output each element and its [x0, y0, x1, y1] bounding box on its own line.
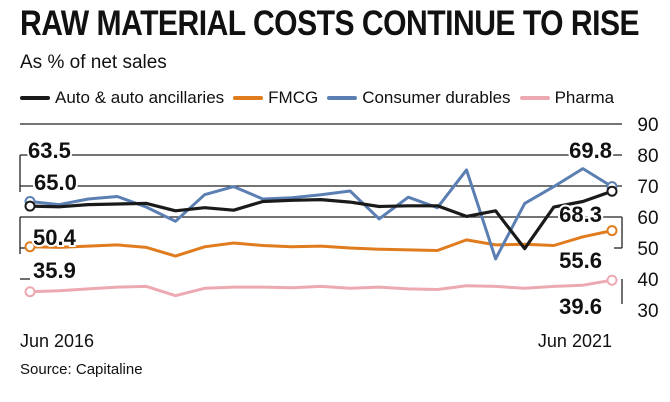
legend-label-fmcg: FMCG	[268, 88, 319, 107]
marker-auto-end	[606, 185, 618, 197]
legend-swatch-consumer-durables	[327, 96, 358, 100]
chart-legend: Auto & auto ancillaries FMCG Consumer du…	[20, 88, 623, 108]
series-line-pharma	[29, 278, 613, 298]
y-tick-label-40: 40	[637, 270, 658, 291]
legend-label-auto: Auto & auto ancillaries	[55, 88, 225, 107]
y-tick-label-60: 60	[637, 208, 658, 229]
y-tick-label-80: 80	[637, 146, 658, 167]
legend-swatch-auto	[20, 96, 50, 100]
series-line-fmcg	[29, 229, 613, 258]
series-line-auto	[29, 189, 613, 251]
data-label-fmcg-start: 50.4	[33, 225, 77, 250]
legend-label-pharma: Pharma	[554, 88, 615, 107]
y-tick-label-90: 90	[637, 115, 658, 136]
legend-item-consumer-durables: Consumer durables	[327, 88, 511, 108]
data-label-fmcg-end: 55.6	[559, 248, 602, 273]
legend-label-consumer-durables: Consumer durables	[362, 88, 511, 107]
source-note: Source: Capitaline	[20, 361, 143, 378]
legend-item-auto: Auto & auto ancillaries	[20, 88, 224, 108]
data-label-consumer-durables-start: 65.0	[34, 170, 77, 195]
series-line-consumer-durables	[29, 167, 613, 261]
marker-fmcg-end	[606, 225, 618, 237]
data-label-pharma-end: 39.6	[559, 294, 602, 319]
legend-item-pharma: Pharma	[519, 88, 615, 108]
legend-swatch-pharma	[519, 96, 550, 100]
y-tick-label-30: 30	[637, 301, 658, 322]
marker-pharma-start	[24, 286, 36, 298]
chart-subtitle: As % of net sales	[20, 52, 167, 73]
marker-fmcg-start	[24, 241, 36, 253]
y-tick-label-50: 50	[637, 239, 658, 260]
legend-swatch-fmcg	[233, 96, 264, 100]
y-tick-label-70: 70	[637, 177, 658, 198]
data-label-consumer-durables-end: 69.8	[569, 138, 612, 163]
data-label-auto-start: 63.5	[28, 138, 71, 163]
x-tick-label-end: Jun 2021	[538, 331, 612, 351]
legend-item-fmcg: FMCG	[233, 88, 318, 108]
chart-title: RAW MATERIAL COSTS CONTINUE TO RISE	[20, 4, 640, 43]
marker-pharma-end	[606, 274, 618, 286]
x-tick-label-start: Jun 2016	[20, 331, 94, 351]
marker-auto-start	[24, 200, 36, 212]
data-label-auto-end: 68.3	[559, 202, 602, 227]
data-label-pharma-start: 35.9	[33, 258, 76, 283]
